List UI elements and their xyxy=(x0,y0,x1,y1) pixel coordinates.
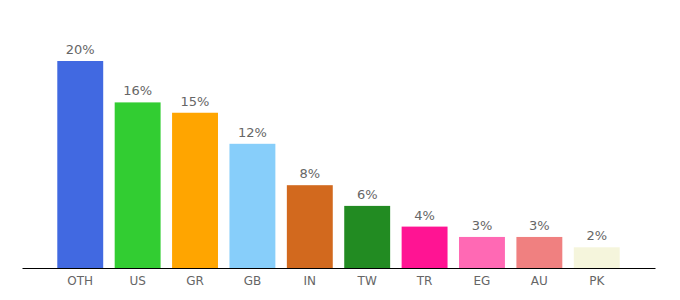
bar xyxy=(57,61,103,268)
x-tick: AU xyxy=(531,268,548,288)
x-tick-label: IN xyxy=(304,274,317,288)
bar xyxy=(287,185,333,268)
x-tick: GB xyxy=(244,268,262,288)
data-labels: 20% 16% 15% 12% 8% 6% 4% 3% 3% 2% xyxy=(66,42,607,243)
x-tick: OTH xyxy=(67,268,93,288)
x-tick-label: TW xyxy=(357,274,377,288)
data-label: 12% xyxy=(238,125,267,140)
bar xyxy=(172,113,218,268)
bar xyxy=(516,237,562,268)
bar xyxy=(574,247,620,268)
x-tick-label: EG xyxy=(474,274,491,288)
data-label: 6% xyxy=(357,187,378,202)
x-tick: EG xyxy=(474,268,491,288)
x-axis-line xyxy=(23,268,656,269)
data-label: 2% xyxy=(586,228,607,243)
data-label: 3% xyxy=(472,218,493,233)
x-tick-label: GR xyxy=(186,274,204,288)
x-tick-label: PK xyxy=(589,274,605,288)
x-tick-label: GB xyxy=(244,274,262,288)
data-label: 8% xyxy=(299,166,320,181)
bar xyxy=(402,227,448,268)
x-tick: IN xyxy=(304,268,317,288)
x-tick: TW xyxy=(357,268,377,288)
x-tick-label: AU xyxy=(531,274,548,288)
x-tick-label: US xyxy=(129,274,145,288)
chart: 20% 16% 15% 12% 8% 6% 4% 3% 3% 2% OTH US GR GB IN TW TR E… xyxy=(0,0,680,300)
data-label: 3% xyxy=(529,218,550,233)
bar xyxy=(459,237,505,268)
data-label: 20% xyxy=(66,42,95,57)
data-label: 4% xyxy=(414,208,435,223)
bar xyxy=(115,102,161,268)
x-axis: OTH US GR GB IN TW TR EG AU PK xyxy=(23,268,656,288)
x-tick-label: OTH xyxy=(67,274,93,288)
x-tick: TR xyxy=(416,268,433,288)
x-tick: US xyxy=(129,268,145,288)
bar xyxy=(229,144,275,268)
data-label: 16% xyxy=(123,83,152,98)
x-tick-label: TR xyxy=(416,274,433,288)
data-label: 15% xyxy=(181,94,210,109)
bars xyxy=(57,61,619,268)
x-tick: PK xyxy=(589,268,605,288)
x-tick: GR xyxy=(186,268,204,288)
bar xyxy=(344,206,390,268)
